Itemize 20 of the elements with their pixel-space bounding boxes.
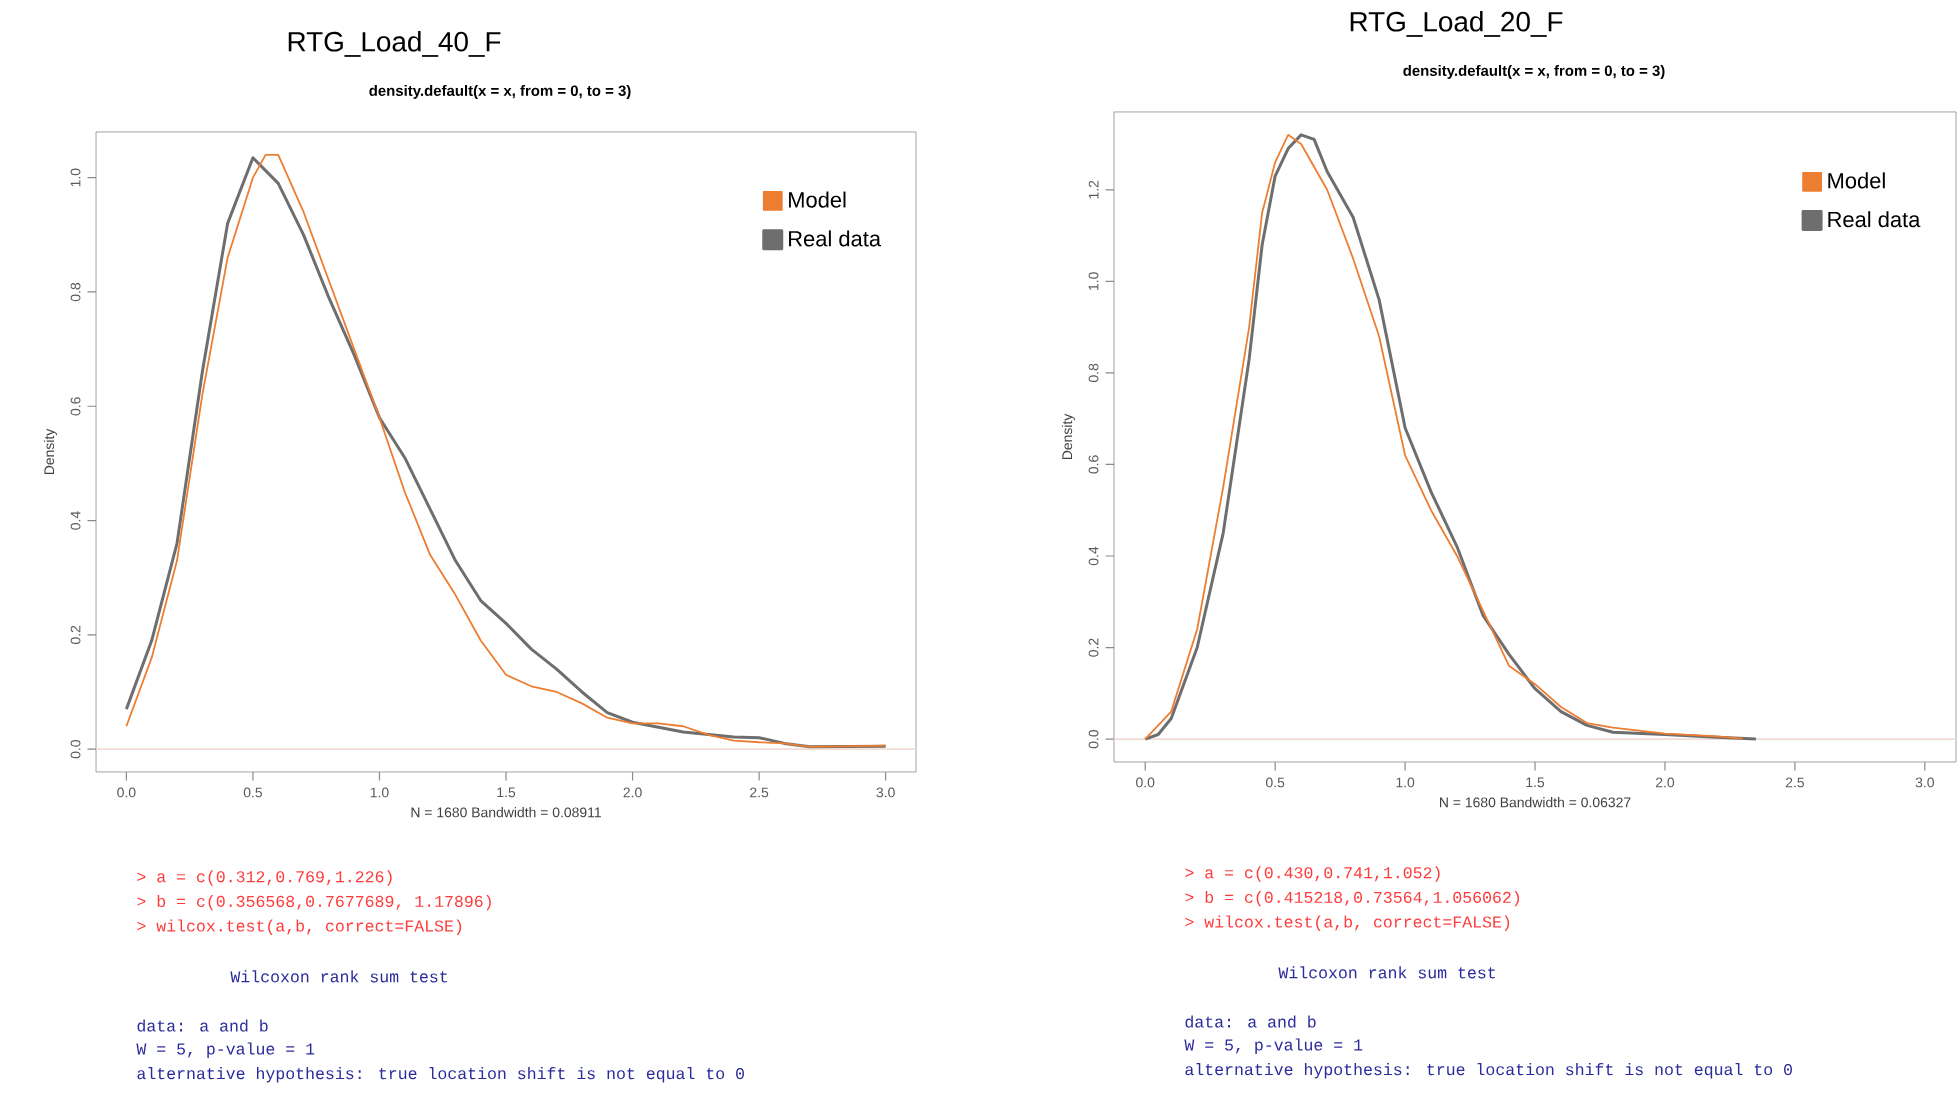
text: > wilcox.test(a,b, correct=FALSE): [137, 919, 462, 935]
text: > a = c(0.430,0.741,1.052): [1185, 866, 1440, 882]
chart-title: RTG_Load_20_F: [1350, 11, 1563, 37]
text: > a = c(0.312,0.769,1.226): [137, 870, 392, 886]
text: Wilcoxon rank sum test: [1278, 966, 1495, 979]
text: alternative hypothesis: true location shift is not equal to 0: [1185, 1063, 1792, 1079]
text: W = 5, p-value = 1: [136, 1042, 315, 1058]
text: > wilcox.test(a,b, correct=FALSE): [1185, 915, 1510, 931]
text: > b = c(0.356568,0.7677689, 1.17896): [137, 894, 491, 911]
legend-label: Model: [1828, 172, 1885, 189]
legend-label: Model: [789, 191, 846, 208]
chart-title: RTG_Load_40_F: [288, 31, 501, 57]
text: data: a and b: [1185, 1015, 1316, 1028]
legend-label: Real data: [1828, 211, 1921, 228]
legend-label: Real data: [789, 230, 882, 247]
text: W = 5, p-value = 1: [1184, 1038, 1363, 1054]
text: data: a and b: [137, 1019, 268, 1032]
text: > b = c(0.415218,0.73564,1.056062): [1185, 890, 1520, 907]
text: alternative hypothesis: true location shift is not equal to 0: [137, 1067, 744, 1083]
text: Wilcoxon rank sum test: [230, 970, 448, 983]
